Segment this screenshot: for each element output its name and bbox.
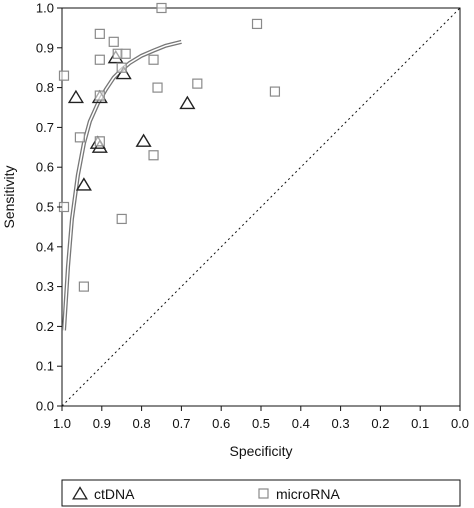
microrna-point bbox=[120, 48, 131, 59]
microrna-point bbox=[148, 150, 159, 161]
x-tick-label: 0.0 bbox=[451, 416, 469, 431]
legend-square-marker bbox=[258, 488, 269, 499]
y-axis-title: Sensitivity bbox=[1, 165, 17, 228]
x-tick-label: 0.1 bbox=[411, 416, 429, 431]
legend-box bbox=[61, 479, 461, 507]
ctdna-point bbox=[67, 89, 84, 104]
y-tick-label: 1.0 bbox=[36, 1, 54, 16]
y-tick-label: 0.9 bbox=[36, 40, 54, 55]
microrna-point bbox=[269, 86, 281, 97]
y-tick-label: 0.4 bbox=[36, 239, 54, 254]
microrna-point bbox=[148, 54, 159, 65]
sroc-curve-line bbox=[64, 42, 182, 331]
x-tick-label: 0.5 bbox=[252, 416, 270, 431]
microrna-point bbox=[74, 132, 86, 143]
microrna-point bbox=[192, 78, 203, 89]
microrna-point bbox=[116, 213, 127, 225]
y-tick-label: 0.6 bbox=[36, 160, 54, 175]
y-tick-label: 0.1 bbox=[36, 359, 54, 374]
x-tick-label: 0.4 bbox=[292, 416, 310, 431]
y-tick-label: 0.2 bbox=[36, 319, 54, 334]
ctdna-point bbox=[91, 139, 108, 153]
sroc-curve-line bbox=[61, 39, 182, 331]
legend: ctDNA microRNA bbox=[61, 479, 461, 507]
x-tick-label: 0.2 bbox=[371, 416, 389, 431]
microrna-point bbox=[94, 90, 105, 101]
legend-label-ctdna: ctDNA bbox=[94, 486, 135, 502]
reference-diagonal-line bbox=[61, 7, 461, 407]
y-tick-label: 0.8 bbox=[36, 80, 54, 95]
y-tick-label: 0.5 bbox=[36, 200, 54, 215]
legend-triangle-marker bbox=[72, 486, 88, 500]
plot-area bbox=[58, 2, 461, 407]
microrna-point bbox=[108, 36, 119, 47]
x-tick-label: 0.6 bbox=[212, 416, 230, 431]
microrna-point bbox=[58, 70, 70, 81]
x-tick-label: 0.3 bbox=[332, 416, 350, 431]
x-axis-title: Specificity bbox=[229, 443, 292, 459]
x-tick-label: 0.8 bbox=[133, 416, 151, 431]
data-markers bbox=[58, 2, 281, 292]
y-axis-ticks: 0.0 0.1 0.2 0.3 0.4 0.5 0.6 0.7 0.8 0.9 1.0 bbox=[36, 1, 62, 414]
ctdna-point bbox=[115, 65, 132, 80]
microrna-point bbox=[94, 28, 105, 39]
microrna-point bbox=[251, 18, 263, 30]
microrna-point bbox=[156, 2, 167, 14]
legend-label-microrna: microRNA bbox=[276, 486, 340, 502]
y-tick-label: 0.0 bbox=[36, 399, 54, 414]
x-tick-label: 1.0 bbox=[53, 416, 71, 431]
x-tick-label: 0.9 bbox=[93, 416, 111, 431]
ctdna-point bbox=[75, 177, 92, 191]
y-tick-label: 0.3 bbox=[36, 279, 54, 294]
ctdna-point bbox=[179, 95, 196, 110]
microrna-point bbox=[116, 62, 127, 73]
microrna-point bbox=[152, 82, 163, 93]
y-tick-label: 0.7 bbox=[36, 120, 54, 135]
microrna-point bbox=[94, 136, 105, 147]
sroc-curve bbox=[61, 39, 182, 331]
microrna-point bbox=[78, 281, 89, 292]
ctdna-point bbox=[135, 133, 152, 147]
x-tick-label: 0.7 bbox=[172, 416, 190, 431]
microrna-point bbox=[94, 54, 105, 65]
x-axis-ticks: 1.0 0.9 0.8 0.7 0.6 0.5 0.4 0.3 0.2 0.1 0.0 bbox=[53, 406, 469, 431]
